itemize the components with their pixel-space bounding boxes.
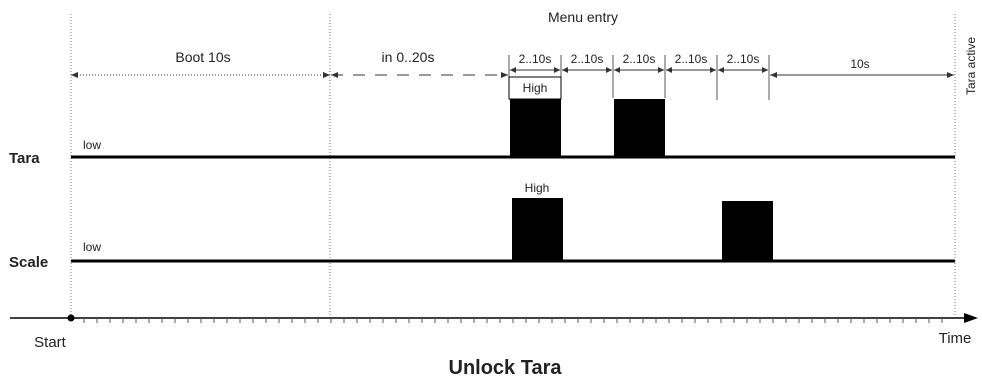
scale-high-label: High [525,181,550,195]
start-label: Start [34,334,67,351]
start-marker [68,315,75,322]
segment-dimensions [510,67,954,78]
segment-label-4: 2..10s [675,52,708,66]
segment-label-1: 2..10s [519,52,552,66]
tara-signal: High low Tara [9,77,955,167]
segment-label-5: 2..10s [727,52,760,66]
tara-low-label: low [83,138,101,152]
segment-label-2: 2..10s [571,52,604,66]
tara-name: Tara [9,150,40,167]
scale-pulse-2 [722,201,773,262]
segment-label-3: 2..10s [623,52,656,66]
time-axis: Start Time [10,313,978,351]
scale-low-label: low [83,240,101,254]
wait-dimension [331,72,508,78]
scale-signal: High low Scale [9,181,955,271]
time-label: Time [939,330,972,347]
time-axis-arrow [964,313,978,323]
boot-label: Boot 10s [175,49,230,65]
scale-name: Scale [9,254,48,271]
boot-dimension [71,72,330,78]
diagram-title: Unlock Tara [449,357,563,379]
scale-pulse-1 [512,198,563,262]
wait-label: in 0..20s [382,49,435,65]
tara-active-label: Tara active [964,37,978,95]
menu-entry-label: Menu entry [548,9,618,25]
tara-pulse-2 [614,99,665,158]
tara-pulse-1 [510,99,561,158]
tara-high-label: High [523,81,548,95]
final-label: 10s [850,57,869,71]
